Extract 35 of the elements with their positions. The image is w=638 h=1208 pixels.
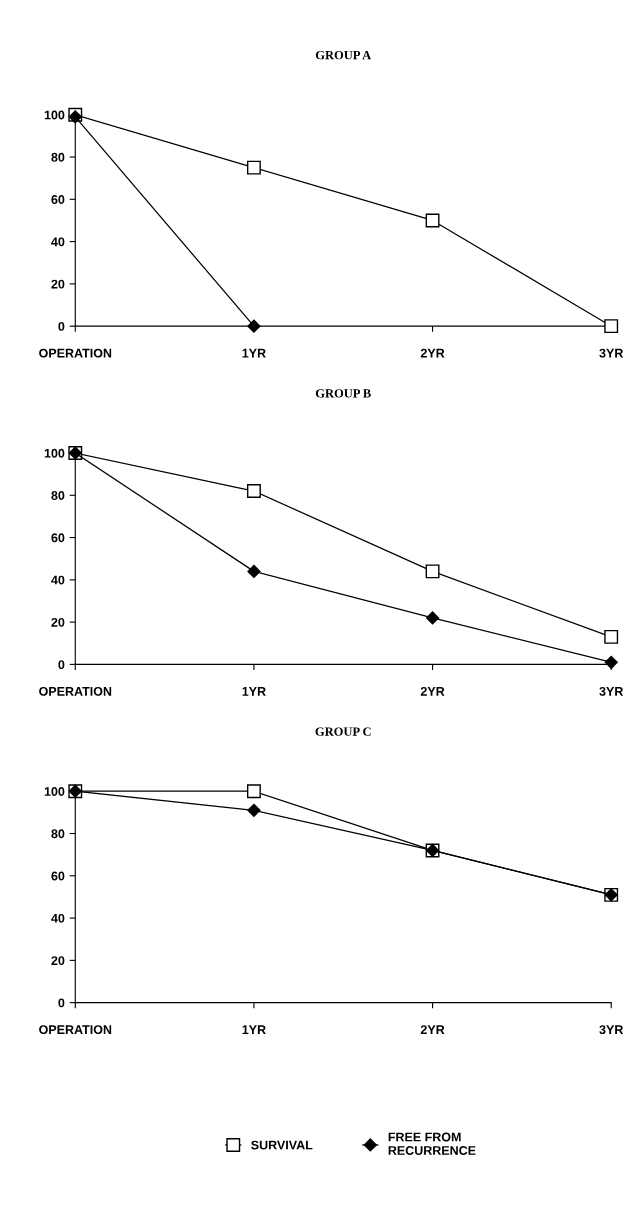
- y-tick-label: 80: [51, 829, 65, 839]
- x-tick-label: 3YR: [599, 348, 624, 358]
- y-tick-label: 0: [58, 660, 65, 670]
- x-tick-label: OPERATION: [39, 686, 112, 696]
- x-tick-label: 3YR: [599, 1025, 624, 1035]
- y-tick-label: 80: [51, 152, 65, 162]
- chart-title: GROUP C: [315, 727, 371, 736]
- chart-title: GROUP A: [315, 50, 372, 60]
- y-tick-label: 100: [44, 110, 65, 120]
- x-tick-label: 1YR: [242, 687, 266, 696]
- y-tick-label: 60: [51, 871, 65, 881]
- y-tick-label: 100: [44, 787, 65, 796]
- y-tick-label: 40: [51, 913, 65, 923]
- x-tick-label: 1YR: [242, 1025, 266, 1034]
- chart-title: GROUP B: [315, 389, 371, 398]
- y-tick-label: 60: [51, 533, 65, 543]
- y-tick-label: 20: [51, 279, 65, 289]
- y-tick-label: 60: [51, 195, 65, 204]
- y-tick-label: 0: [58, 998, 65, 1008]
- y-tick-label: 40: [51, 575, 65, 585]
- x-tick-label: OPERATION: [39, 348, 112, 358]
- y-tick-label: 100: [44, 448, 65, 458]
- x-tick-label: 1YR: [242, 348, 266, 358]
- x-tick-label: 2YR: [420, 686, 445, 696]
- y-tick-label: 20: [51, 617, 65, 627]
- y-tick-label: 80: [51, 491, 65, 500]
- x-tick-label: 2YR: [420, 1025, 445, 1034]
- x-tick-label: 2YR: [420, 348, 445, 358]
- y-tick-label: 0: [58, 321, 65, 331]
- legend-label: FREE FROM RECURRENCE: [388, 1132, 476, 1155]
- legend-label: SURVIVAL: [251, 1140, 313, 1150]
- y-tick-label: 20: [51, 956, 65, 966]
- y-tick-label: 40: [51, 237, 65, 247]
- x-tick-label: 3YR: [599, 686, 624, 696]
- x-tick-label: OPERATION: [39, 1025, 112, 1035]
